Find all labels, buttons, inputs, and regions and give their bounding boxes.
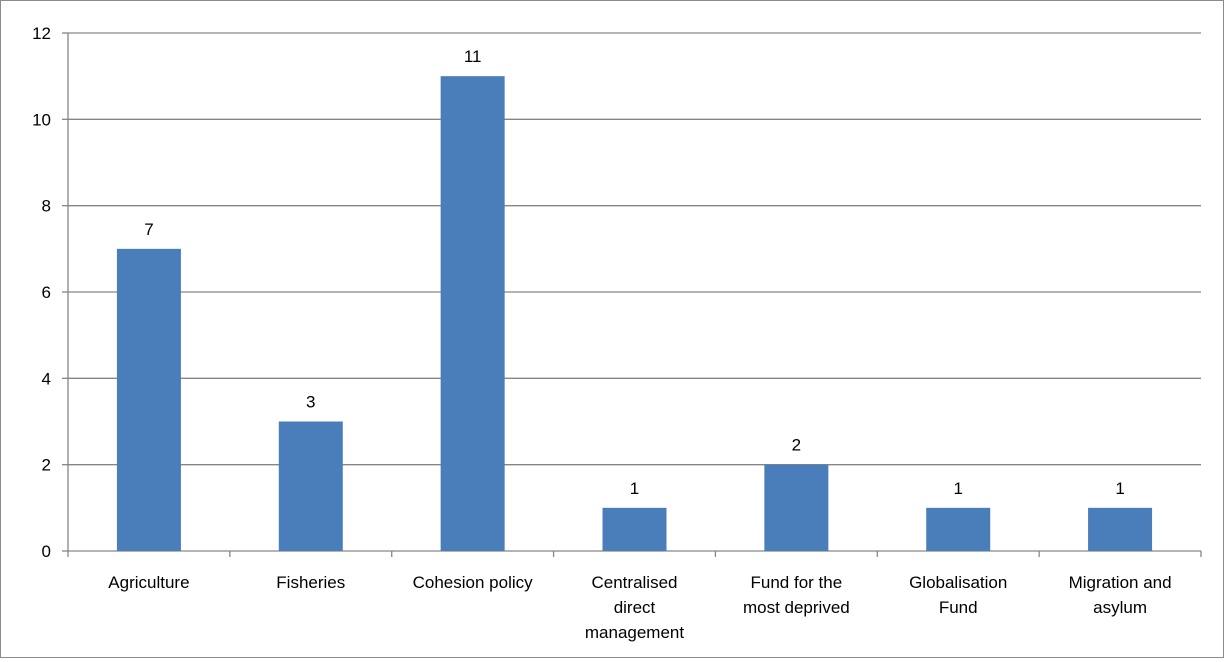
x-category-label: Fisheries [276, 573, 345, 592]
x-category-label: Agriculture [108, 573, 189, 592]
x-category-label: Fund for the most deprived [743, 573, 850, 617]
data-label: 2 [792, 436, 801, 455]
bar [116, 248, 181, 552]
y-tick-label: 12 [32, 24, 51, 43]
bar [764, 464, 829, 551]
y-tick-label: 10 [32, 110, 51, 129]
y-tick-label: 2 [42, 456, 51, 475]
bar [602, 507, 667, 551]
data-label: 1 [1115, 479, 1124, 498]
y-tick-label: 6 [42, 283, 51, 302]
bar [278, 421, 343, 551]
data-label: 3 [306, 393, 315, 412]
y-tick-label: 8 [42, 197, 51, 216]
bar [926, 507, 991, 551]
x-category-label: Cohesion policy [413, 573, 534, 592]
y-tick-label: 4 [42, 369, 51, 388]
data-label: 7 [144, 220, 153, 239]
y-tick-label: 0 [42, 542, 51, 561]
bar [440, 76, 505, 552]
data-label: 11 [464, 47, 482, 66]
data-label: 1 [953, 479, 962, 498]
bar [1088, 507, 1153, 551]
x-category-label: Globalisation Fund [909, 573, 1007, 617]
x-category-label: Migration and asylum [1069, 573, 1172, 617]
x-category-label: Centralised direct management [585, 573, 685, 642]
data-label: 1 [630, 479, 639, 498]
